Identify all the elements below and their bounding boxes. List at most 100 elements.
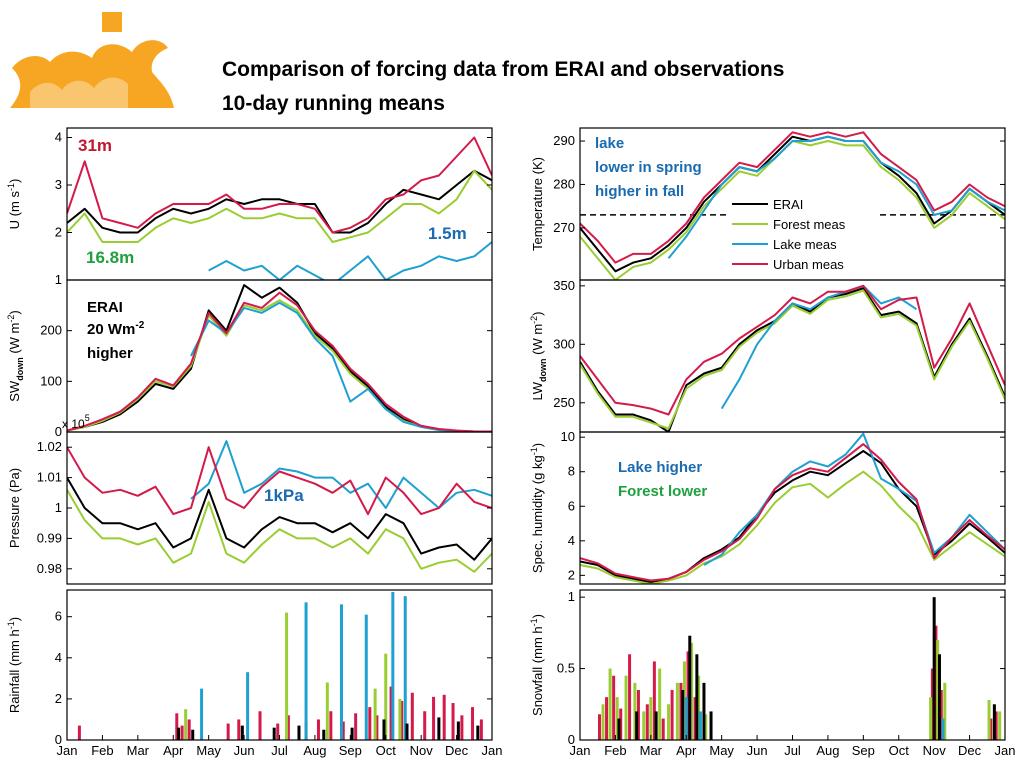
y-tick-label: 1.01 — [37, 470, 62, 485]
bar-lake — [391, 592, 395, 740]
bar-urban — [432, 696, 436, 740]
month-label-left-mar: Mar — [127, 743, 150, 758]
month-label-right-jun: Jun — [747, 743, 768, 758]
month-label-left-jun: Jun — [234, 743, 255, 758]
bar-urban — [410, 692, 414, 740]
bar-forest — [697, 675, 701, 740]
bar-erai — [437, 717, 441, 740]
series-line-erai — [580, 135, 1005, 273]
y-tick-label: 6 — [55, 609, 62, 624]
bar-erai — [382, 719, 386, 740]
bar-urban — [329, 711, 333, 740]
series-line-lake — [190, 301, 492, 432]
scale-note: x 105 — [62, 413, 90, 431]
series-line-erai — [580, 287, 1005, 432]
month-label-right-apr: Apr — [676, 743, 697, 758]
bar-erai — [654, 711, 658, 740]
month-label-right-mar: Mar — [640, 743, 663, 758]
y-tick-label: 300 — [553, 336, 575, 351]
bar-urban — [939, 690, 943, 740]
month-label-left-feb: Feb — [91, 743, 113, 758]
plot-area-rainfall — [77, 592, 483, 740]
bar-urban — [597, 714, 601, 740]
bar-urban — [237, 719, 241, 740]
bar-urban — [645, 704, 649, 740]
panel-pressure: 0.98 0.99 1 1.01 1.02 Pressure (Pa) — [7, 431, 493, 585]
annotation-forest-lower: Forest lower — [618, 483, 707, 500]
month-label-left-oct: Oct — [376, 743, 397, 758]
series-line-urban — [67, 291, 492, 432]
annotation-higher-in-fall: higher in fall — [595, 183, 684, 200]
series-line-erai — [580, 450, 1005, 584]
bar-erai — [177, 727, 181, 740]
logo — [10, 12, 174, 108]
month-label-right-jan: Jan — [570, 743, 591, 758]
bar-forest — [384, 653, 388, 740]
y-tick-label: 350 — [553, 278, 575, 293]
bar-forest — [624, 675, 628, 740]
bar-forest — [690, 642, 694, 740]
bar-forest — [615, 697, 619, 740]
bar-urban — [400, 700, 404, 740]
month-label-right-oct: Oct — [889, 743, 910, 758]
bar-urban — [442, 694, 446, 740]
month-label-left-may: May — [196, 743, 221, 758]
bar-urban — [175, 713, 179, 740]
y-tick-label: 270 — [553, 220, 575, 235]
bar-urban — [686, 651, 690, 740]
annotation-20wm: 20 Wm-2 — [87, 320, 145, 338]
month-label-right-dec: Dec — [958, 743, 982, 758]
bar-urban — [389, 686, 393, 740]
bar-forest — [608, 668, 612, 740]
series-line-urban — [580, 284, 1005, 416]
month-label-right-jan: Jan — [995, 743, 1016, 758]
series-line-urban — [67, 446, 492, 516]
bar-urban — [276, 723, 280, 740]
legend-box — [730, 194, 880, 274]
bar-erai — [350, 727, 354, 740]
y-tick-label: 100 — [40, 373, 62, 388]
y-tick-label: 1 — [55, 272, 62, 287]
bar-erai — [405, 723, 409, 740]
y-tick-label: 0 — [55, 424, 62, 439]
bar-urban — [471, 707, 475, 740]
panel-snowfall: 0 0.5 1 Snowfall (mm h-1) — [529, 589, 1006, 747]
y-tick-label: 0.99 — [37, 530, 62, 545]
bar-urban — [316, 719, 320, 740]
month-label-right-nov: Nov — [923, 743, 947, 758]
legend: ERAI Forest meas Lake meas Urban meas — [730, 194, 880, 274]
bar-urban — [187, 719, 191, 740]
bar-lake — [304, 602, 308, 740]
bar-lake — [246, 672, 250, 740]
annotation-31m: 31m — [78, 136, 112, 155]
month-label-right-aug: Aug — [816, 743, 839, 758]
y-axis-label: Rainfall (mm h-1) — [6, 617, 22, 713]
y-axis-label: U (m s-1) — [6, 179, 22, 230]
bar-urban — [258, 711, 262, 740]
bar-urban — [341, 721, 345, 740]
month-label-left-apr: Apr — [163, 743, 184, 758]
month-label-left-jan: Jan — [57, 743, 78, 758]
bar-urban — [652, 661, 656, 740]
bar-urban — [994, 711, 998, 740]
month-label-right-jul: Jul — [784, 743, 801, 758]
bar-forest — [987, 700, 991, 740]
bar-forest — [325, 682, 329, 740]
y-tick-label: 1 — [55, 500, 62, 515]
bar-urban — [930, 668, 934, 740]
bar-lake — [200, 688, 204, 740]
annotation-lake: lake — [595, 135, 624, 152]
y-tick-label: 0.98 — [37, 561, 62, 576]
bar-urban — [670, 690, 674, 740]
annotation-lake-higher: Lake higher — [618, 459, 702, 476]
legend-label: Lake meas — [773, 237, 837, 252]
y-axis-label: Pressure (Pa) — [7, 468, 22, 548]
bar-urban — [605, 697, 609, 740]
series-line-forest — [580, 470, 1005, 584]
bar-forest — [398, 698, 402, 740]
bar-urban — [368, 707, 372, 740]
series-line-urban — [67, 136, 492, 234]
panel-rainfall: 0 2 4 6 Rainfall (mm h-1) — [6, 589, 493, 747]
bar-forest — [667, 704, 671, 740]
